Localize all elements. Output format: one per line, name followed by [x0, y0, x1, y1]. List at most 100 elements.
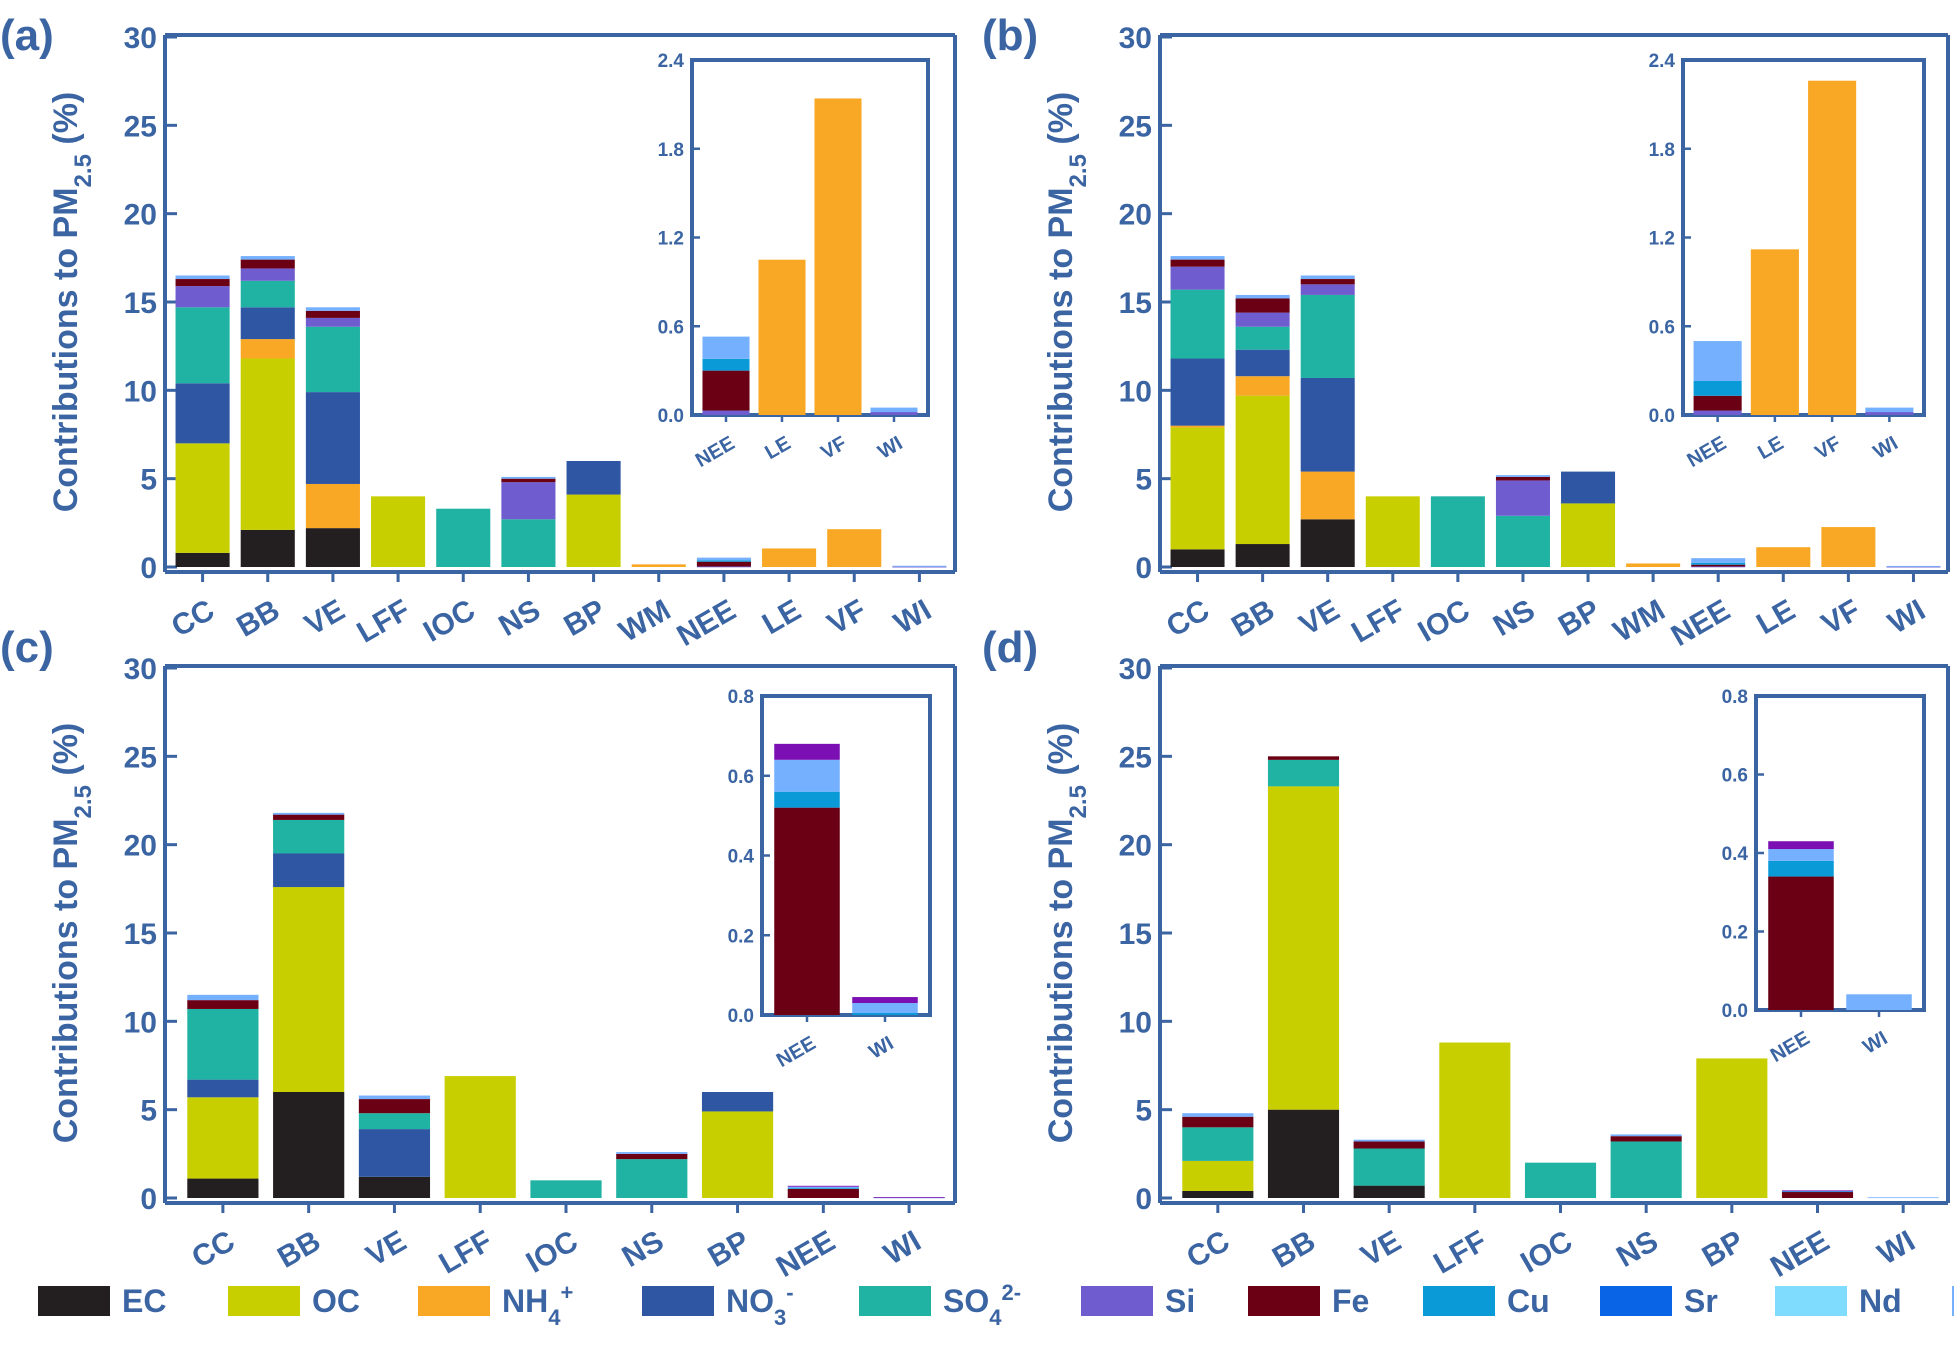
bar-segment-EC: [358, 1176, 431, 1198]
x-tick-label: NEE: [1765, 1224, 1835, 1283]
legend-label: Si: [1165, 1283, 1195, 1319]
bar-segment-Fe: [616, 1153, 688, 1160]
inset-bar-NEE: [1693, 341, 1742, 415]
bar-segment-Si: [892, 566, 947, 568]
inset-bar-segment-Cu: [1693, 380, 1742, 396]
bar-BB: [1235, 294, 1290, 567]
x-tick-label: WI: [889, 593, 937, 640]
y-tick-label: 5: [140, 1095, 157, 1128]
bar-segment-SO4: [1610, 1141, 1682, 1198]
bar-IOC: [1524, 1162, 1597, 1198]
bar-segment-Zn: [1182, 1113, 1254, 1117]
bar-segment-Fe: [787, 1188, 859, 1198]
bar-segment-Zn: [1235, 294, 1290, 299]
bar-WI: [1886, 565, 1941, 568]
inset-y-tick-label: 1.2: [1649, 229, 1675, 250]
bar-segment-Si: [175, 286, 230, 308]
legend-label: NH4+: [502, 1280, 573, 1330]
y-tick-label: 20: [124, 199, 157, 232]
bar-segment-Si: [1170, 266, 1225, 290]
legend-label: EC: [122, 1283, 166, 1319]
bar-segment-Zn: [175, 275, 230, 280]
bar-segment-Cu: [1691, 562, 1746, 565]
legend-swatch: [228, 1286, 300, 1316]
y-axis-label: Contributions to PM2.5 (%): [1042, 92, 1092, 513]
bar-NS: [1495, 475, 1550, 567]
bar-segment-Zn: [1691, 558, 1746, 563]
x-tick-label: IOC: [521, 1224, 584, 1279]
inset-bar-segment-Si: [1693, 410, 1742, 415]
bar-segment-Zn: [1353, 1139, 1425, 1142]
bar-WM: [1626, 563, 1681, 567]
x-tick-label: BB: [272, 1224, 326, 1274]
bar-segment-NH4: [1626, 563, 1681, 567]
legend-swatch: [38, 1286, 110, 1316]
x-tick-label: BP: [558, 593, 611, 642]
bar-segment-SO4: [1353, 1148, 1425, 1186]
inset-bar-segment-Cu: [852, 1013, 918, 1015]
panel-d: (d) Contributions to PM2.5 (%) 0 5 10 15 20 25 3…: [982, 623, 1950, 1284]
bar-LFF: [444, 1076, 516, 1198]
y-tick-label: 20: [1119, 830, 1152, 863]
bar-segment-Fe: [1235, 298, 1290, 313]
legend-label: SO42-: [943, 1280, 1021, 1330]
inset-bar-segment-Zn: [852, 1003, 918, 1014]
inset-bar-segment-Si: [1865, 412, 1914, 415]
bar-segment-Zn: [501, 476, 556, 479]
bar-segment-Fe: [1495, 476, 1550, 481]
panel-letter: (a): [0, 11, 54, 60]
x-tick-label: NEE: [1666, 593, 1736, 652]
bar-segment-Zn: [1495, 475, 1550, 477]
bar-segment-OC: [1235, 395, 1290, 545]
x-tick-label: LE: [1751, 593, 1801, 641]
x-tick-label: NS: [1488, 593, 1541, 642]
x-tick-label: BP: [1697, 1224, 1750, 1273]
bar-segment-NH4: [1170, 425, 1225, 428]
bar-segment-Cu: [787, 1188, 859, 1189]
y-tick-label: 15: [1119, 287, 1152, 320]
bar-LFF: [1439, 1042, 1511, 1198]
inset-bar-segment-Si: [870, 412, 918, 415]
bar-segment-NO3: [187, 1079, 259, 1098]
legend-swatch: [1775, 1286, 1847, 1316]
bar-segment-OC: [187, 1097, 259, 1179]
bar-segment-Zn: [1170, 256, 1225, 260]
bar-segment-NO3: [701, 1092, 774, 1112]
bar-segment-Fe: [305, 310, 360, 318]
bar-segment-NH4: [1756, 547, 1811, 567]
bar-segment-Zn: [787, 1186, 859, 1189]
panel-letter: (b): [982, 11, 1038, 60]
legend-label: Cu: [1507, 1283, 1550, 1319]
bar-segment-SO4: [175, 307, 230, 384]
bar-LE: [1756, 547, 1811, 567]
bar-segment-SO4: [187, 1008, 259, 1080]
inset-bar-WI: [1846, 994, 1912, 1010]
x-tick-label: WI: [1883, 593, 1931, 640]
bar-segment-OC: [701, 1111, 774, 1198]
legend-item-NO3: NO3-: [642, 1280, 794, 1330]
inset-y-tick-label: 2.4: [1649, 51, 1676, 72]
inset-bar-WI: [1865, 407, 1914, 415]
bar-BB: [240, 256, 295, 567]
bar-segment-OC: [175, 443, 230, 553]
inset-bar-segment-Pb: [774, 743, 840, 760]
bar-BP: [566, 461, 621, 567]
legend-swatch: [1600, 1286, 1672, 1316]
inset-bar-segment-Zn: [870, 407, 918, 413]
bar-segment-NO3: [1170, 358, 1225, 426]
inset-bar-WI: [870, 407, 918, 415]
inset-y-tick-label: 0.8: [728, 687, 754, 708]
inset-x-tick-label: VF: [1811, 432, 1844, 464]
bar-segment-NH4: [1300, 471, 1355, 520]
bar-segment-Zn: [305, 307, 360, 311]
inset-y-tick-label: 1.2: [658, 229, 684, 250]
x-tick-label: CC: [186, 1224, 240, 1274]
bar-segment-NO3: [1235, 349, 1290, 377]
bar-VE: [305, 307, 360, 567]
panel-letter: (c): [0, 623, 54, 672]
bar-segment-NO3: [305, 392, 360, 484]
bar-segment-Fe: [696, 561, 751, 567]
bar-NS: [501, 476, 556, 567]
x-tick-label: LFF: [351, 593, 415, 649]
